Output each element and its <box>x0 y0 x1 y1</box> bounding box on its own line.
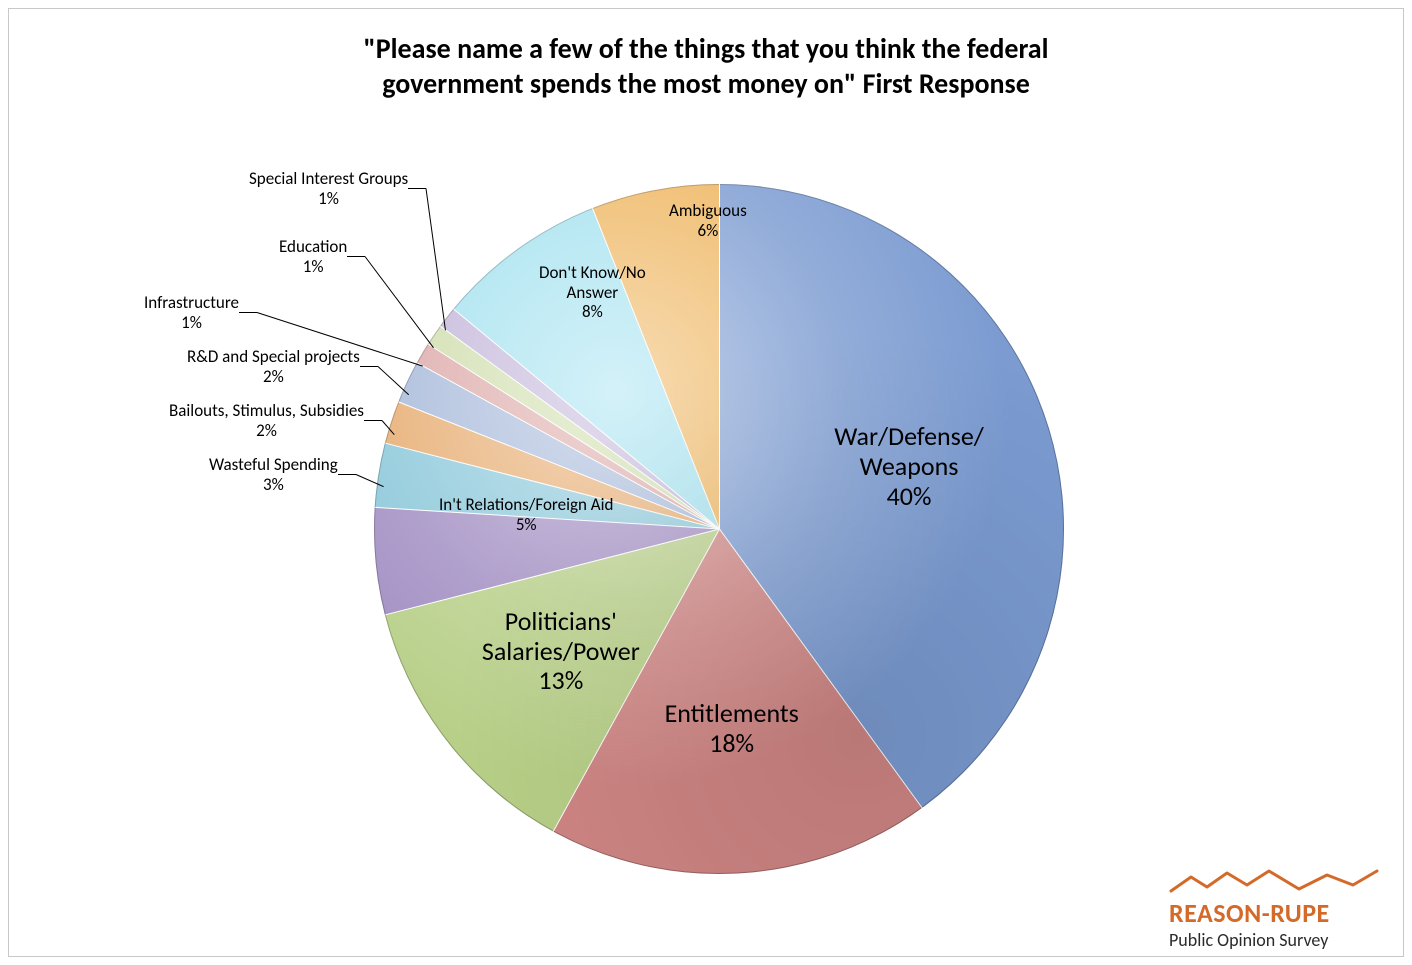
slice-label: Entitlements 18% <box>665 699 799 759</box>
logo-line2: Public Opinion Survey <box>1169 929 1389 951</box>
slice-label: In't Relations/Foreign Aid 5% <box>439 495 613 534</box>
source-logo: REASON-RUPE Public Opinion Survey <box>1169 867 1389 951</box>
chart-frame: "Please name a few of the things that yo… <box>8 8 1404 957</box>
logo-zigzag-icon <box>1169 867 1389 897</box>
slice-label: R&D and Special projects 2% <box>187 347 360 386</box>
slice-label: Wasteful Spending 3% <box>209 455 338 494</box>
slice-label: Infrastructure 1% <box>144 293 239 332</box>
slice-label: Politicians' Salaries/Power 13% <box>482 607 640 697</box>
slice-label: Don't Know/No Answer 8% <box>539 263 646 322</box>
logo-line1: REASON-RUPE <box>1169 897 1389 929</box>
slice-label: Education 1% <box>279 237 347 276</box>
slice-label: War/Defense/ Weapons 40% <box>834 422 984 512</box>
slice-label: Bailouts, Stimulus, Subsidies 2% <box>169 401 364 440</box>
slice-label: Ambiguous 6% <box>669 201 747 240</box>
slice-label: Special Interest Groups 1% <box>249 169 408 208</box>
